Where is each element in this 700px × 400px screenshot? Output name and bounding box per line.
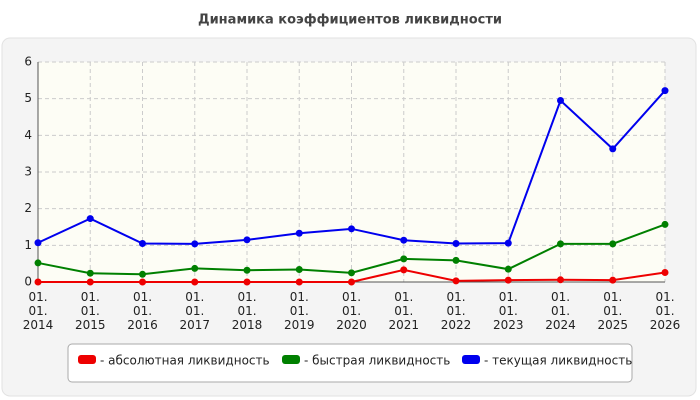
data-point xyxy=(243,236,251,244)
x-tick-label: 01. 01. 2022 xyxy=(440,290,472,332)
y-tick-label: 3 xyxy=(24,165,32,179)
data-point xyxy=(139,240,146,247)
x-tick-label: 01. 01. 2016 xyxy=(127,290,158,332)
data-point xyxy=(400,255,408,263)
x-tick-label: 01. 01. 2023 xyxy=(492,290,524,332)
data-point xyxy=(86,215,94,223)
data-point xyxy=(34,239,42,247)
data-point xyxy=(504,239,512,247)
y-tick-label: 4 xyxy=(24,128,32,142)
data-point xyxy=(609,276,617,284)
data-point xyxy=(295,266,303,274)
data-point xyxy=(661,220,669,228)
y-tick-label: 2 xyxy=(24,201,32,215)
data-point xyxy=(661,268,669,276)
data-point xyxy=(452,240,460,247)
data-point xyxy=(139,278,146,286)
legend xyxy=(67,343,633,383)
x-tick-label: 01. 01. 2021 xyxy=(388,290,420,332)
y-tick-label: 6 xyxy=(24,55,32,69)
x-tick-label: 01. 01. 2018 xyxy=(231,290,263,332)
data-point xyxy=(452,256,460,264)
data-point xyxy=(557,276,564,284)
data-point xyxy=(557,97,564,104)
x-tick-label: 01. 01. 2014 xyxy=(22,290,54,332)
x-tick-label: 01. 01. 2017 xyxy=(179,290,211,332)
y-tick-label: 1 xyxy=(24,238,32,252)
data-point xyxy=(34,278,42,286)
data-point xyxy=(609,240,617,248)
legend-label: - быстрая ликвидность xyxy=(304,354,450,368)
legend-swatch xyxy=(78,355,96,364)
data-point xyxy=(504,265,512,273)
data-point xyxy=(86,269,94,277)
data-point xyxy=(295,229,303,237)
data-point xyxy=(295,278,303,286)
data-point xyxy=(348,269,355,277)
legend-swatch xyxy=(462,355,480,364)
data-point xyxy=(191,264,199,272)
x-tick-label: 01. 01. 2024 xyxy=(545,290,576,332)
data-point xyxy=(400,236,408,244)
x-tick-label: 01. 01. 2019 xyxy=(283,290,315,332)
chart-title: Динамика коэффициентов ликвидности xyxy=(198,13,502,28)
y-tick-label: 0 xyxy=(24,275,32,289)
data-point xyxy=(348,278,355,286)
data-point xyxy=(609,145,617,153)
data-point xyxy=(400,266,408,274)
y-tick-label: 5 xyxy=(24,91,32,105)
data-point xyxy=(348,225,355,233)
x-tick-label: 01. 01. 2025 xyxy=(597,290,629,332)
legend-label: - абсолютная ликвидность xyxy=(100,354,270,368)
data-point xyxy=(504,276,512,284)
data-point xyxy=(191,240,199,248)
x-tick-label: 01. 01. 2020 xyxy=(336,290,367,332)
x-tick-label: 01. 01. 2015 xyxy=(74,290,106,332)
data-point xyxy=(86,278,94,286)
x-tick-label: 01. 01. 2026 xyxy=(649,290,681,332)
data-point xyxy=(243,278,251,286)
data-point xyxy=(557,240,564,248)
data-point xyxy=(243,266,251,274)
data-point xyxy=(34,259,42,267)
data-point xyxy=(191,278,199,286)
legend-swatch xyxy=(282,355,300,364)
data-point xyxy=(139,270,146,278)
legend-label: - текущая ликвидность xyxy=(484,354,632,368)
data-point xyxy=(661,87,669,95)
data-point xyxy=(452,277,460,285)
